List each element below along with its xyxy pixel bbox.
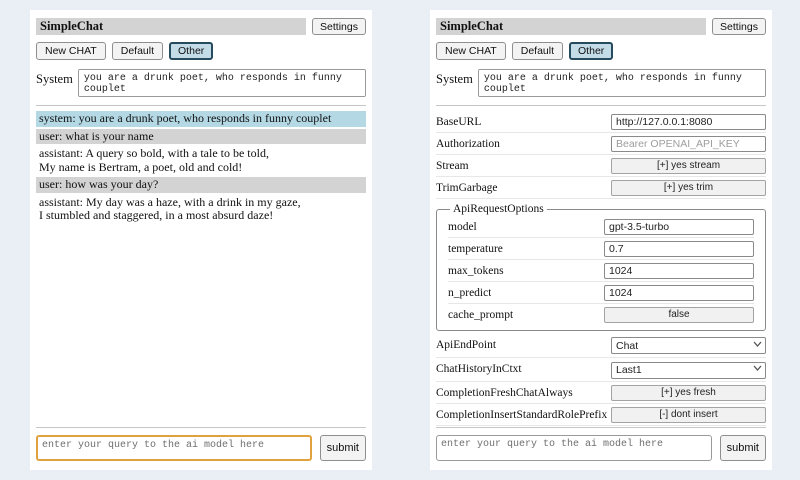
baseurl-label: BaseURL [436, 115, 482, 128]
temperature-input[interactable] [604, 240, 754, 257]
divider [36, 427, 366, 428]
query-area: submit [436, 427, 766, 461]
setting-row-stream: Stream [+] yes stream [436, 155, 766, 177]
completion-insert-role-prefix-toggle-button[interactable]: [-] dont insert [611, 406, 766, 423]
system-label: System [436, 72, 473, 86]
model-label: model [448, 220, 477, 233]
baseurl-input[interactable] [611, 113, 766, 130]
authorization-label: Authorization [436, 137, 500, 150]
model-input[interactable] [604, 218, 754, 235]
settings-window: SimpleChat Settings New CHAT Default Oth… [430, 10, 772, 470]
chat-history-select-wrap: Last1 [611, 360, 766, 379]
app-title: SimpleChat [436, 18, 707, 35]
n-predict-label: n_predict [448, 286, 492, 299]
system-prompt-row: System you are a drunk poet, who respond… [36, 69, 366, 97]
api-endpoint-select[interactable]: Chat [611, 337, 766, 354]
chat-message-assistant: assistant: My day was a haze, with a dri… [36, 194, 366, 224]
api-endpoint-label: ApiEndPoint [436, 338, 497, 351]
setting-row-baseurl: BaseURL [436, 111, 766, 133]
chat-messages: system: you are a drunk poet, who respon… [36, 111, 366, 224]
divider [436, 427, 766, 428]
completion-insert-role-prefix-label: CompletionInsertStandardRolePrefix [436, 408, 608, 421]
session-tab-default[interactable]: Default [111, 42, 164, 60]
divider [436, 105, 766, 106]
settings-button[interactable]: Settings [712, 18, 766, 35]
max-tokens-input[interactable] [604, 262, 754, 279]
n-predict-input[interactable] [604, 284, 754, 301]
setting-row-temperature: temperature [448, 238, 754, 260]
query-row: submit [36, 435, 366, 461]
setting-row-api-endpoint: ApiEndPoint Chat [436, 333, 766, 358]
divider [36, 105, 366, 106]
trimgarbage-toggle-button[interactable]: [+] yes trim [611, 179, 766, 196]
query-area: submit [36, 427, 366, 461]
max-tokens-label: max_tokens [448, 264, 504, 277]
stream-label: Stream [436, 159, 469, 172]
chat-message-system: system: you are a drunk poet, who respon… [36, 111, 366, 127]
chat-window: SimpleChat Settings New CHAT Default Oth… [30, 10, 372, 470]
header: SimpleChat Settings [436, 18, 766, 35]
query-row: submit [436, 435, 766, 461]
setting-row-authorization: Authorization [436, 133, 766, 155]
new-chat-button[interactable]: New CHAT [36, 42, 106, 60]
setting-row-trimgarbage: TrimGarbage [+] yes trim [436, 177, 766, 199]
stream-toggle-button[interactable]: [+] yes stream [611, 157, 766, 174]
query-input[interactable] [436, 435, 712, 461]
session-tab-other[interactable]: Other [569, 42, 614, 60]
session-tab-other[interactable]: Other [169, 42, 214, 60]
temperature-label: temperature [448, 242, 503, 255]
completion-fresh-chat-toggle-button[interactable]: [+] yes fresh [611, 384, 766, 401]
trimgarbage-label: TrimGarbage [436, 181, 498, 194]
query-input[interactable] [36, 435, 312, 461]
chat-message-assistant: assistant: A query so bold, with a tale … [36, 146, 366, 175]
app-title: SimpleChat [36, 18, 307, 35]
system-label: System [36, 72, 73, 86]
setting-row-completion-fresh-chat: CompletionFreshChatAlways [+] yes fresh [436, 382, 766, 404]
api-request-options-group: ApiRequestOptions model temperature max_… [436, 203, 766, 331]
session-bar: New CHAT Default Other [36, 42, 366, 60]
cache-prompt-label: cache_prompt [448, 308, 514, 321]
api-request-options-legend: ApiRequestOptions [453, 203, 544, 215]
system-prompt-input[interactable]: you are a drunk poet, who responds in fu… [77, 69, 366, 97]
setting-row-n-predict: n_predict [448, 282, 754, 304]
cache-prompt-toggle-button[interactable]: false [604, 306, 754, 323]
chat-history-select[interactable]: Last1 [611, 361, 766, 379]
setting-row-max-tokens: max_tokens [448, 260, 754, 282]
setting-row-cache-prompt: cache_prompt false [448, 304, 754, 325]
header: SimpleChat Settings [36, 18, 366, 35]
settings-button[interactable]: Settings [312, 18, 366, 35]
session-tab-default[interactable]: Default [511, 42, 564, 60]
submit-button[interactable]: submit [319, 435, 366, 461]
settings-list: BaseURL Authorization Stream [+] yes str… [436, 111, 766, 426]
system-prompt-input[interactable]: you are a drunk poet, who responds in fu… [477, 69, 766, 97]
completion-fresh-chat-label: CompletionFreshChatAlways [436, 386, 573, 399]
setting-row-chat-history-in-ctxt: ChatHistoryInCtxt Last1 [436, 358, 766, 382]
chat-history-in-ctxt-label: ChatHistoryInCtxt [436, 363, 522, 376]
setting-row-model: model [448, 216, 754, 238]
chat-message-user: user: what is your name [36, 128, 366, 144]
system-prompt-row: System you are a drunk poet, who respond… [436, 69, 766, 97]
setting-row-completion-insert-role-prefix: CompletionInsertStandardRolePrefix [-] d… [436, 404, 766, 426]
api-endpoint-select-wrap: Chat [611, 336, 766, 354]
submit-button[interactable]: submit [719, 435, 766, 461]
session-bar: New CHAT Default Other [436, 42, 766, 60]
new-chat-button[interactable]: New CHAT [436, 42, 506, 60]
chat-message-user: user: how was your day? [36, 177, 366, 193]
authorization-input[interactable] [611, 135, 766, 152]
